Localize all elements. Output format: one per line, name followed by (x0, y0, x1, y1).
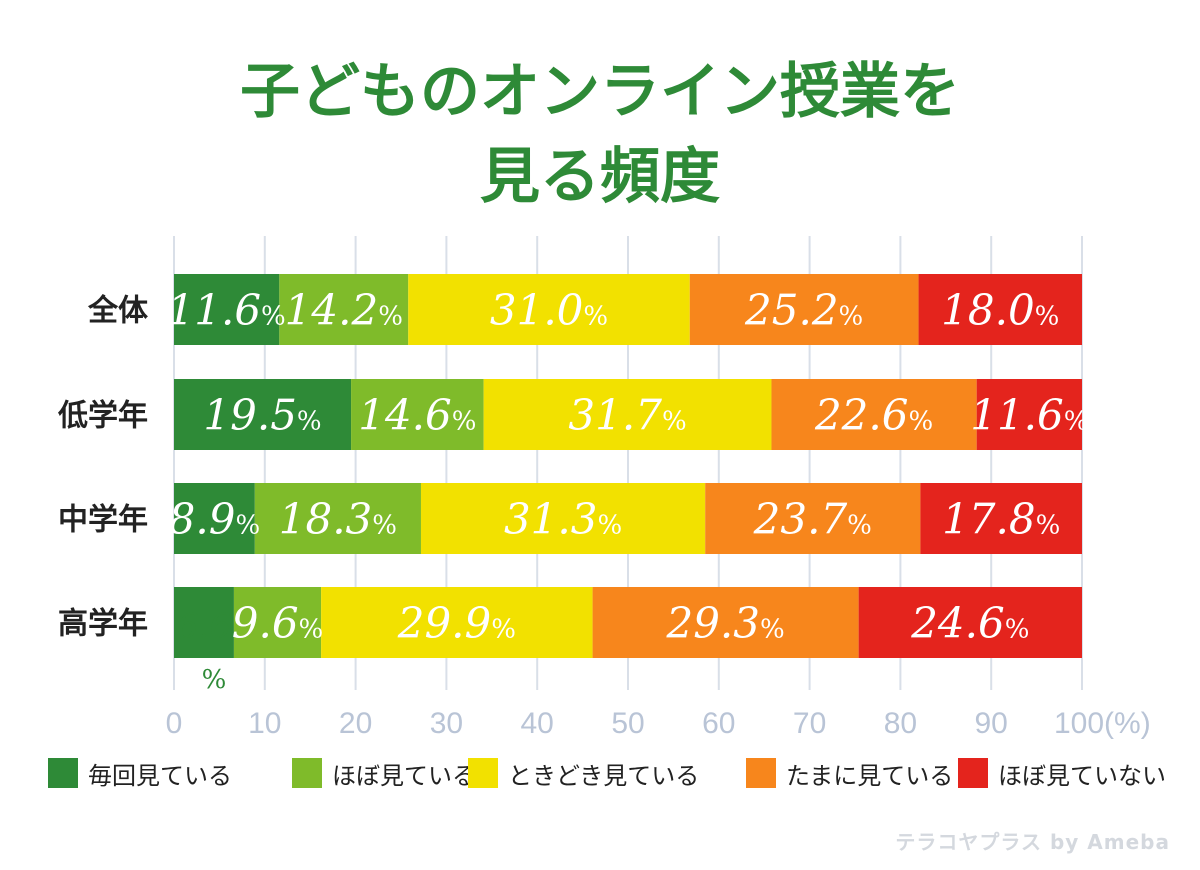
data-label: 8.9% (169, 495, 261, 544)
data-label: 22.6% (814, 391, 933, 440)
x-tick-label: 30 (430, 707, 463, 740)
legend-swatch (48, 758, 78, 788)
data-label: 31.0% (490, 286, 608, 335)
legend-label: ほぼ見ている (332, 761, 476, 790)
bar-segment (174, 274, 280, 345)
bar-segment (321, 587, 593, 658)
bar-segment (254, 483, 421, 554)
legend-label: ほぼ見ていない (998, 761, 1166, 790)
legend-item: ほぼ見ていない (958, 756, 1166, 790)
bar-segment (420, 483, 706, 554)
bars (174, 274, 1082, 658)
bar-segment (858, 587, 1082, 658)
data-label-unit: % (202, 665, 227, 695)
x-tick-label: 50 (611, 707, 644, 740)
data-label: 29.9% (397, 599, 516, 648)
data-label: 11.6% (970, 391, 1088, 440)
data-label: 19.5% (203, 391, 321, 440)
data-label: 31.3% (504, 495, 622, 544)
legend-item: ほぼ見ている (292, 756, 476, 790)
chart-title-line-1: 子どものオンライン授業を (240, 57, 960, 127)
data-label: 18.3% (279, 495, 397, 544)
x-tick-label: 20 (339, 707, 372, 740)
data-label: 9.6% (232, 599, 324, 648)
legend: 毎回見ている ほぼ見ている ときどき見ている たまに見ている ほぼ見ていない (0, 756, 1200, 790)
bar-segment (705, 483, 921, 554)
watermark: テラコヤプラス by Ameba (895, 830, 1170, 854)
legend-item: ときどき見ている (468, 756, 699, 790)
bar-segment (918, 274, 1082, 345)
legend-swatch (746, 758, 776, 788)
data-label: 11.6% (168, 286, 286, 335)
x-tick-label: 70 (793, 707, 826, 740)
data-label: 31.7% (568, 391, 686, 440)
bar-segment (233, 587, 322, 658)
data-label: 29.3% (665, 599, 784, 648)
bar-segment (689, 274, 919, 345)
bar-segment (976, 379, 1082, 450)
data-label: 23.7% (753, 495, 872, 544)
data-label: 6.6 (177, 607, 231, 647)
category-label: 低学年 (57, 399, 148, 434)
data-label: 24.6% (910, 599, 1029, 648)
bar-segment (483, 379, 772, 450)
data-label: 18.0% (941, 286, 1059, 335)
legend-swatch (468, 758, 498, 788)
bar-segment (174, 587, 234, 658)
bar-segment (771, 379, 977, 450)
legend-swatch (958, 758, 988, 788)
bar-segment (174, 379, 352, 450)
data-label: 14.2% (285, 286, 403, 335)
legend-swatch (292, 758, 322, 788)
x-tick-label: 80 (884, 707, 917, 740)
value-labels: 11.6%14.2% 31.0% 25.2% 18.0%19.5% 14.6% 31.7%… (168, 286, 1089, 696)
data-label: 25.2% (744, 286, 863, 335)
bar-segment (592, 587, 859, 658)
stacked-bar-chart: 11.6%14.2% 31.0% 25.2% 18.0%19.5% 14.6% 31.7%… (57, 236, 1151, 740)
bar-segment (351, 379, 484, 450)
x-tick-label: 40 (521, 707, 554, 740)
bar-segment (408, 274, 690, 345)
x-tick-label: 100(%) (1054, 707, 1151, 740)
legend-item: 毎回見ている (48, 756, 232, 790)
x-tick-label: 60 (702, 707, 735, 740)
category-label: 全体 (87, 294, 149, 329)
bar-segment (279, 274, 409, 345)
legend-label: たまに見ている (786, 761, 954, 790)
legend-item: たまに見ている (746, 756, 953, 790)
x-tick-label: 10 (248, 707, 281, 740)
legend-label: 毎回見ている (88, 761, 232, 790)
x-tick-label: 90 (975, 707, 1008, 740)
legend-label: ときどき見ている (508, 761, 700, 790)
x-tick-label: 0 (166, 707, 183, 740)
data-label: 17.8% (942, 495, 1060, 544)
data-label: 14.6% (358, 391, 476, 440)
bar-segment (920, 483, 1082, 554)
category-label: 高学年 (58, 607, 148, 642)
x-axis-ticks: 0 10 20 30 40 50 60 70 80 90 100(%) (166, 707, 1151, 740)
bar-segment (174, 483, 255, 554)
category-label: 中学年 (58, 503, 148, 538)
chart-title-line-2: 見る頻度 (480, 142, 720, 212)
